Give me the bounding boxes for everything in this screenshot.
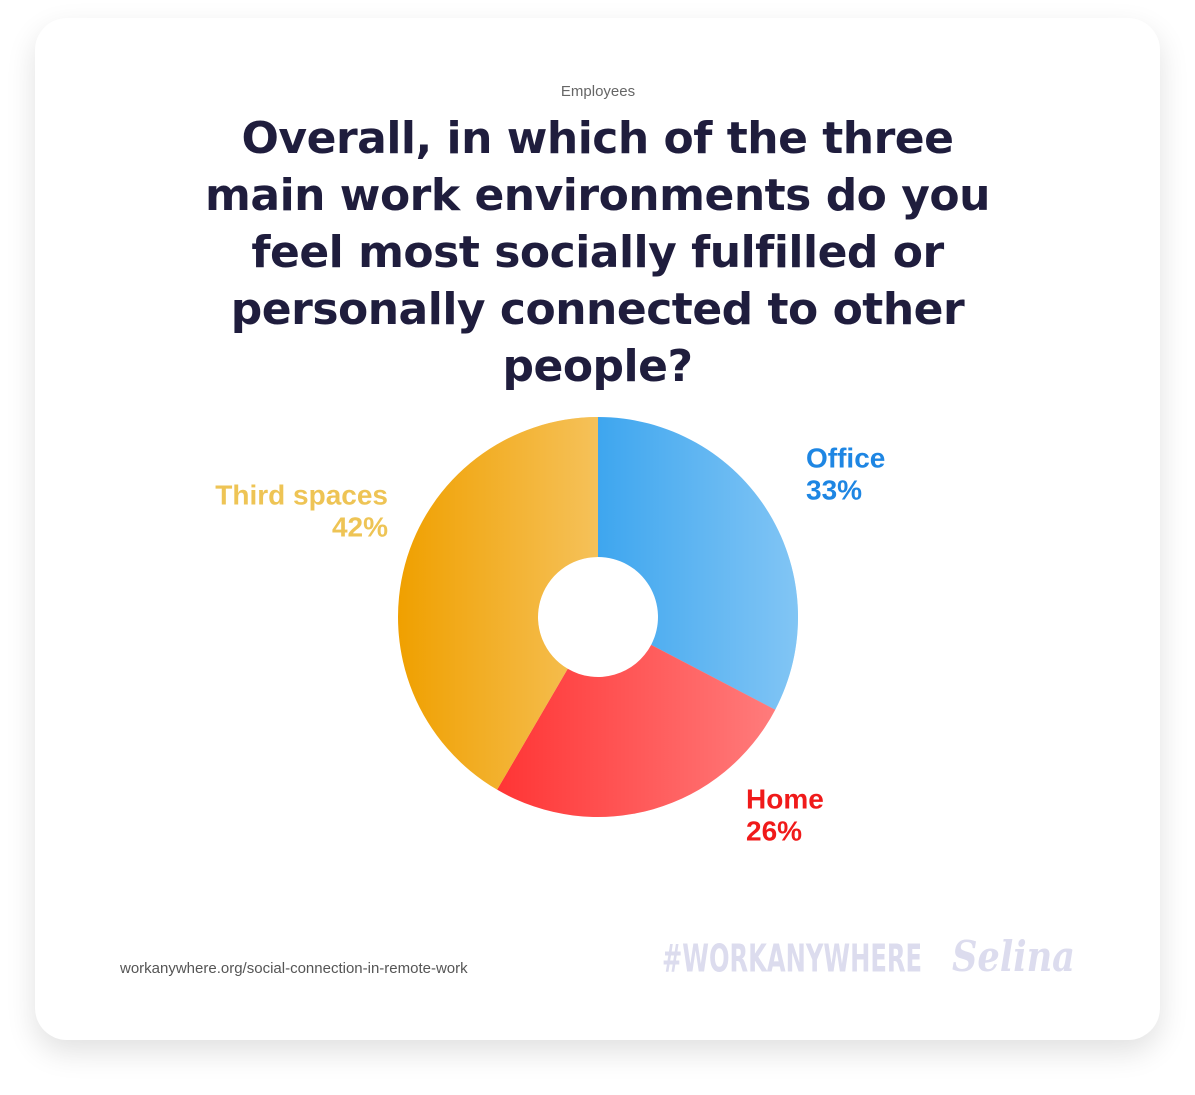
slice-label: Third spaces [215, 479, 388, 510]
slice [598, 417, 798, 710]
value-label: 33% [806, 474, 862, 505]
value-label: 26% [746, 815, 802, 846]
chart-subtitle: Employees [561, 83, 635, 100]
slice-label: Office [806, 442, 885, 473]
source: workanywhere.org/social-connection-in-re… [119, 960, 468, 977]
value-label: 42% [332, 511, 388, 542]
brand: Selina [952, 932, 1075, 981]
chart-title: Overall, in which of the three main work… [205, 113, 990, 392]
hashtag: #WORKANYWHERE [662, 937, 922, 981]
slice-label: Home [746, 783, 824, 814]
